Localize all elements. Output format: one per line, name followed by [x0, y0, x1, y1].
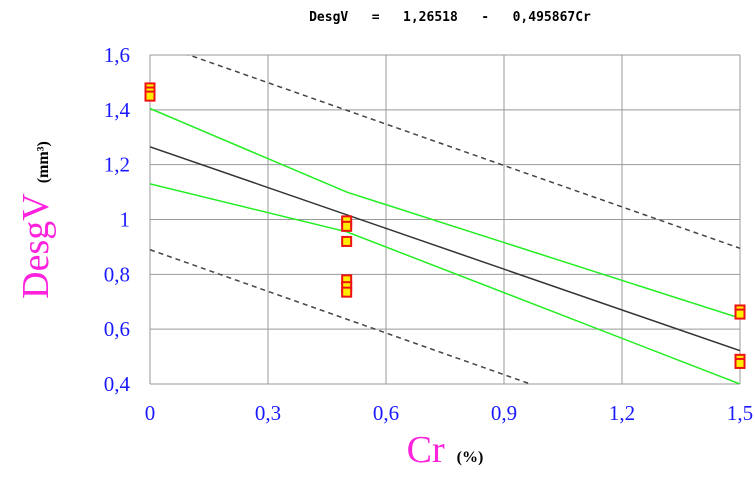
- x-tick-label: 1,2: [609, 401, 635, 425]
- y-tick-label: 0,4: [104, 372, 131, 396]
- data-point: [734, 308, 746, 320]
- plot-area: [150, 55, 740, 384]
- y-tick-label: 0,8: [104, 262, 130, 286]
- confidence-band-lower: [150, 183, 740, 384]
- chart-title: DesgV = 1,26518 - 0,495867Cr: [309, 10, 591, 25]
- regression-line: [150, 146, 740, 352]
- x-tick-label: 0,9: [491, 401, 517, 425]
- x-axis-label: Cr: [407, 429, 445, 471]
- y-axis-title: DesgV (mm³): [15, 141, 57, 299]
- svg-text:DesgV (mm³): DesgV (mm³): [15, 141, 57, 299]
- y-axis-unit: (mm³): [35, 141, 52, 183]
- data-point: [341, 220, 353, 232]
- x-tick-label: 0,3: [255, 401, 281, 425]
- x-tick-label: 0,6: [373, 401, 399, 425]
- y-tick-label: 1: [120, 208, 131, 232]
- y-tick-label: 1,2: [104, 153, 130, 177]
- data-point: [734, 357, 746, 369]
- data-point: [341, 286, 353, 298]
- x-tick-label: 1,5: [727, 401, 753, 425]
- x-axis-ticks: 0 0,3 0,6 0,9 1,2 1,5: [145, 401, 753, 425]
- y-axis-ticks: 0,4 0,6 0,8 1 1,2 1,4 1,6: [104, 43, 131, 396]
- y-tick-label: 0,6: [104, 317, 130, 341]
- data-point: [144, 90, 156, 102]
- confidence-band-upper: [150, 107, 740, 319]
- grid: [149, 54, 741, 385]
- y-tick-label: 1,4: [104, 98, 131, 122]
- prediction-band-upper: [186, 55, 740, 250]
- prediction-band-lower: [150, 248, 533, 384]
- y-tick-label: 1,6: [104, 43, 130, 67]
- x-axis-title: Cr (%): [407, 429, 484, 471]
- x-axis-unit: (%): [457, 449, 484, 466]
- x-tick-label: 0: [145, 401, 156, 425]
- y-axis-label: DesgV: [15, 193, 57, 299]
- data-point: [341, 235, 353, 247]
